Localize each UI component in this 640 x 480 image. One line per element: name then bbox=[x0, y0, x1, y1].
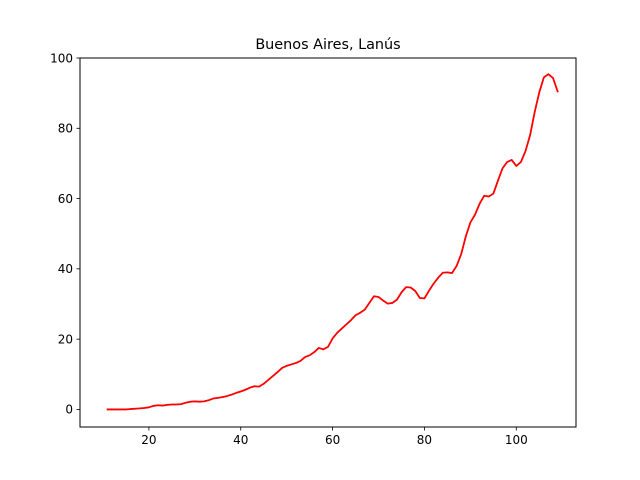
y-tick-label: 0 bbox=[65, 403, 73, 417]
y-tick-label: 40 bbox=[58, 262, 73, 276]
x-tick-label: 80 bbox=[417, 433, 432, 447]
chart-title: Buenos Aires, Lanús bbox=[255, 37, 400, 53]
y-tick-label: 80 bbox=[58, 122, 73, 136]
x-tick-label: 40 bbox=[233, 433, 248, 447]
y-tick-label: 60 bbox=[58, 192, 73, 206]
x-tick-label: 100 bbox=[505, 433, 528, 447]
x-tick-label: 60 bbox=[325, 433, 340, 447]
y-tick-label: 20 bbox=[58, 332, 73, 346]
x-tick-label: 20 bbox=[141, 433, 156, 447]
y-tick-label: 100 bbox=[50, 51, 73, 65]
